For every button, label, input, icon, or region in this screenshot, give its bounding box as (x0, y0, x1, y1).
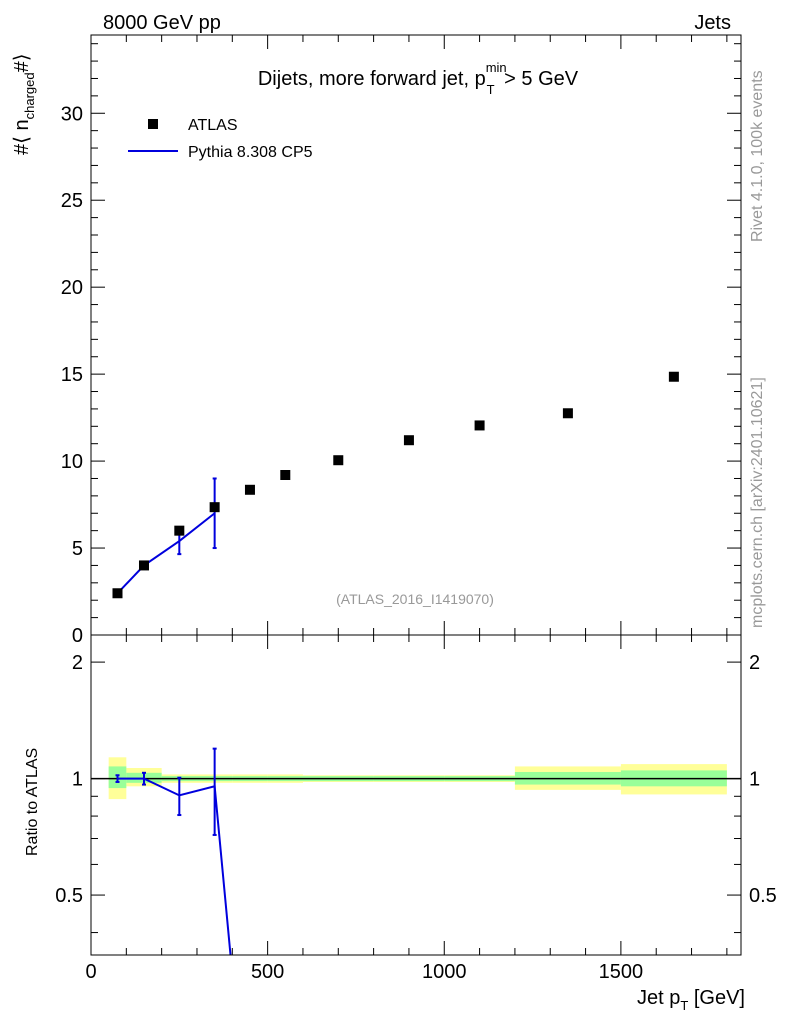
atlas-data-point (244, 484, 255, 495)
y-label-post: #⟩ (11, 53, 33, 72)
atlas-data-point (333, 455, 344, 466)
x-label-main: Jet p (637, 987, 680, 1009)
atlas-data-point (174, 525, 185, 536)
atlas-data-point (403, 435, 414, 446)
atlas-data-point (474, 420, 485, 431)
chart-title-sub: T (487, 82, 495, 97)
x-tick-label: 1500 (599, 961, 644, 983)
ratio-y-tick-label: 2 (72, 652, 83, 674)
rivet-version-label: Rivet 4.1.0, 100k events (749, 70, 766, 242)
main-y-tick-label: 25 (61, 190, 83, 212)
ratio-y-tick-label-right: 2 (749, 652, 760, 674)
atlas-data-point (668, 371, 679, 382)
main-y-axis-label: #⟨ ncharged#⟩ (11, 53, 37, 155)
ratio-panel: 0.5 0.5 1 1 2 2 0 500 1000 1500 Ratio to ATLAS Je… (24, 634, 777, 1013)
main-y-tick-label: 10 (61, 451, 83, 473)
ratio-y-axis-label: Ratio to ATLAS (24, 748, 41, 856)
x-label-sub: T (680, 998, 688, 1013)
pythia-curve (116, 512, 216, 594)
legend-label-pythia: Pythia 8.308 CP5 (188, 144, 313, 161)
legend-marker-atlas (148, 119, 158, 129)
x-tick-label: 0 (85, 961, 96, 983)
atlas-data-point (112, 588, 123, 599)
ratio-y-tick-label-right: 1 (749, 769, 760, 791)
x-tick-label: 1000 (422, 961, 467, 983)
x-label-tail: [GeV] (688, 987, 745, 1009)
main-y-tick-label: 15 (61, 364, 83, 386)
chart-title-tail: > 5 GeV (499, 68, 579, 90)
main-y-tick-label: 5 (72, 538, 83, 560)
main-panel: (ATLAS_2016_I1419070) 0 5 10 15 20 25 30 Dijet… (11, 34, 742, 647)
chart-title-sup: min (486, 60, 507, 75)
main-y-tick-label: 20 (61, 277, 83, 299)
ratio-frame (90, 634, 742, 956)
category-label: Jets (694, 12, 731, 34)
ratio-y-tick-label-right: 0.5 (749, 885, 777, 907)
legend: ATLAS Pythia 8.308 CP5 (128, 117, 313, 161)
ratio-axis-ticks: 0.5 0.5 1 1 2 2 0 500 1000 1500 (55, 635, 777, 983)
watermark-label: (ATLAS_2016_I1419070) (336, 591, 494, 607)
main-y-tick-label: 30 (61, 103, 83, 125)
main-axis-ticks: 0 5 10 15 20 25 30 (61, 35, 741, 647)
main-y-tick-label: 0 (72, 625, 83, 647)
y-label-sub: charged (22, 72, 37, 119)
atlas-data-point (209, 502, 220, 513)
x-axis-label: Jet pT [GeV] (637, 987, 745, 1013)
chart-title: Dijets, more forward jet, pmin T > 5 GeV (258, 60, 579, 97)
atlas-data-point (280, 470, 291, 480)
energy-label: 8000 GeV pp (103, 12, 221, 34)
legend-label-atlas: ATLAS (188, 117, 238, 134)
ratio-y-tick-label: 1 (72, 769, 83, 791)
x-tick-label: 500 (251, 961, 284, 983)
main-data-marks (112, 371, 679, 599)
y-label-pre: #⟨ n (11, 119, 33, 155)
chart-title-main: Dijets, more forward jet, p (258, 68, 486, 90)
atlas-data-point (138, 560, 149, 571)
ratio-data-marks (91, 747, 741, 956)
ratio-y-tick-label: 0.5 (55, 885, 83, 907)
atlas-data-point (562, 408, 573, 419)
source-label: mcplots.cern.ch [arXiv:2401.10621] (749, 377, 766, 628)
